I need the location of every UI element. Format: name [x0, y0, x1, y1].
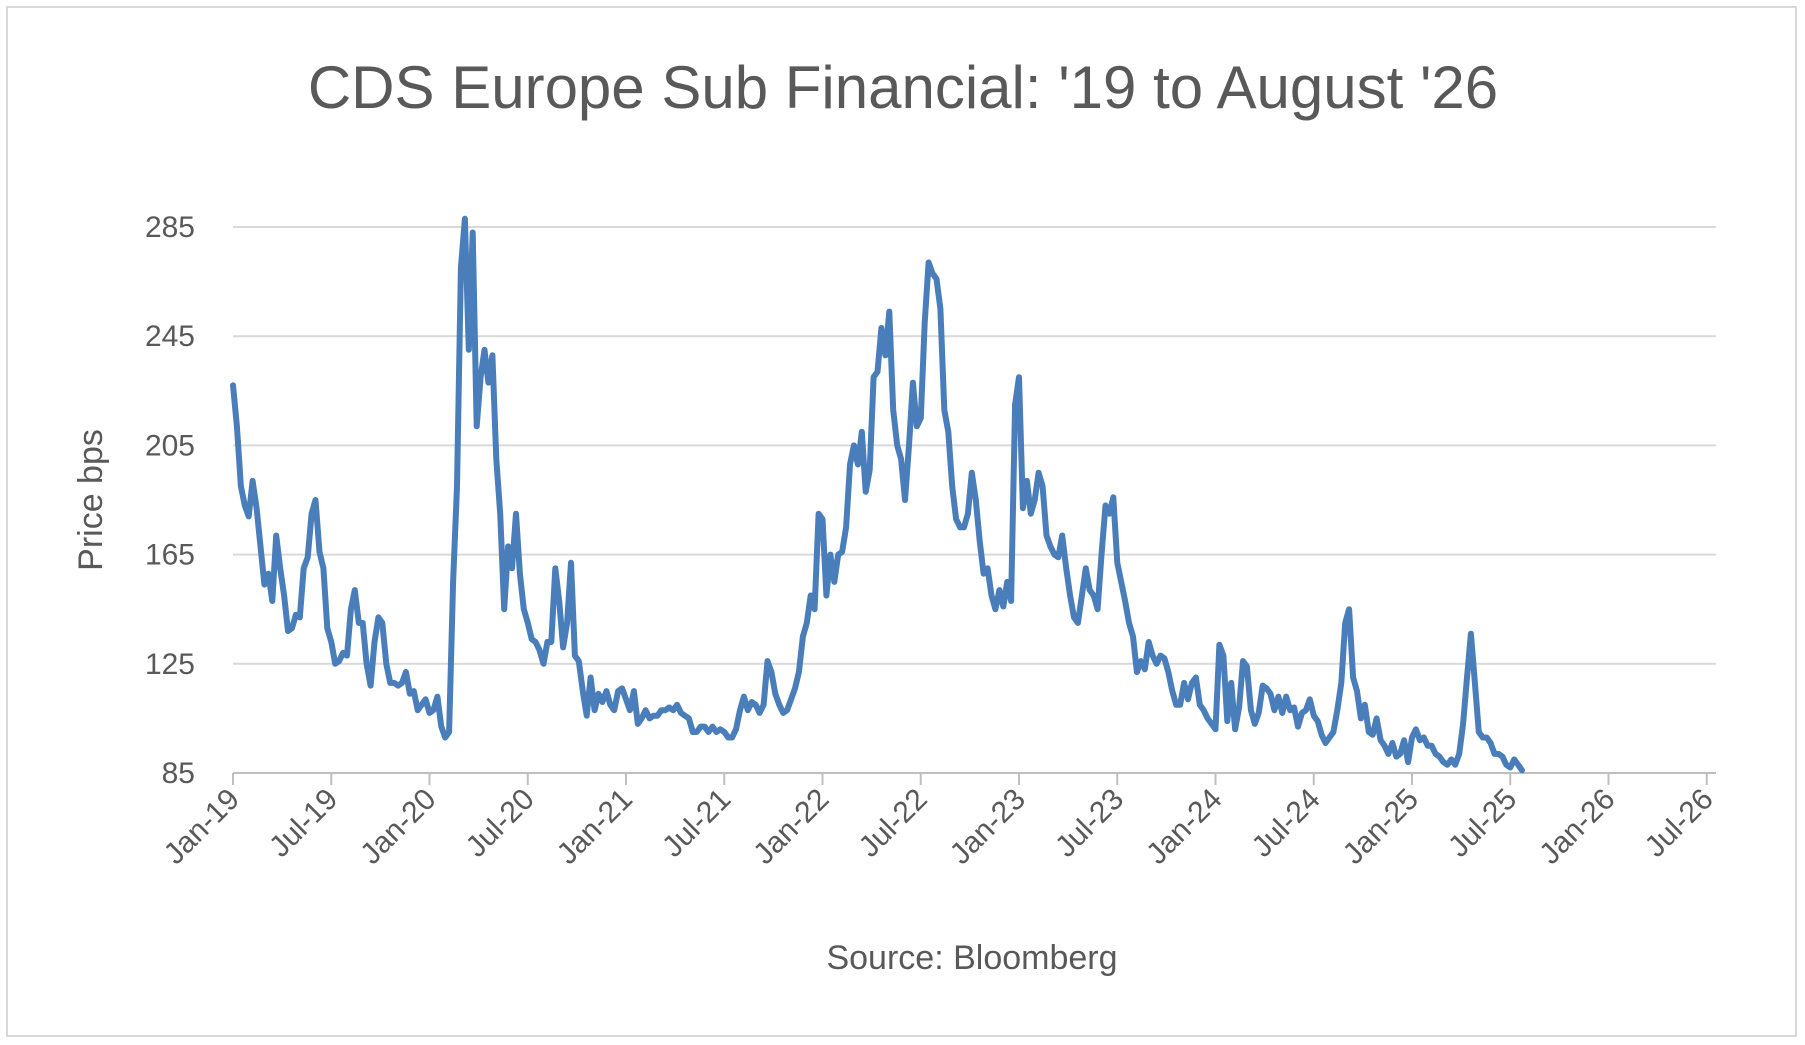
y-tick-label: 205 [145, 429, 195, 462]
x-tick-label: Jan-19 [158, 783, 246, 871]
x-tick-label: Jan-25 [1337, 783, 1425, 871]
x-tick-label: Jul-23 [1049, 783, 1130, 864]
x-tick-label: Jul-25 [1442, 783, 1523, 864]
y-tick-label: 125 [145, 648, 195, 681]
y-tick-label: 165 [145, 539, 195, 572]
series-layer [230, 215, 1525, 774]
x-tick-label: Jul-22 [853, 783, 934, 864]
x-tick-label: Jul-24 [1246, 783, 1327, 864]
x-tick-label: Jul-19 [263, 783, 344, 864]
chart-title: CDS Europe Sub Financial: '19 to August … [308, 54, 1498, 121]
y-tick-label: 285 [145, 211, 195, 244]
x-tick-label: Jul-21 [656, 783, 737, 864]
x-axis: Jan-19 Jul-19 Jan-20 Jul-20 Jan-21 Jul-21 Jan-… [158, 772, 1720, 871]
y-axis-ticks: 85 125 165 205 245 285 [145, 211, 195, 790]
x-tick-label: Jul-20 [460, 783, 541, 864]
x-tick-label: Jan-23 [944, 783, 1032, 871]
x-tick-label: Jan-26 [1533, 783, 1621, 871]
x-tick-label: Jul-26 [1639, 783, 1720, 864]
series-line-0 [230, 215, 1525, 774]
x-tick-label: Jan-22 [747, 783, 835, 871]
x-axis-title: Source: Bloomberg [826, 939, 1117, 977]
y-tick-label: 245 [145, 320, 195, 353]
x-tick-label: Jan-24 [1140, 783, 1228, 871]
y-axis-title: Price bps [72, 429, 110, 571]
y-tick-label: 85 [162, 757, 195, 790]
x-tick-label: Jan-21 [551, 783, 639, 871]
chart-frame [6, 6, 1797, 1037]
x-tick-label: Jan-20 [354, 783, 442, 871]
